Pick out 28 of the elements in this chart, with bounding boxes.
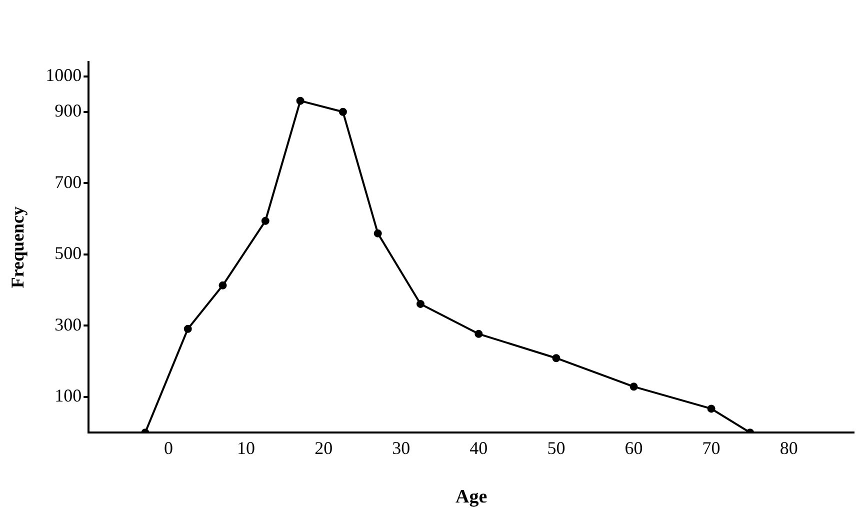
x-tick-label: 30 — [392, 438, 410, 458]
point — [261, 216, 270, 225]
point — [552, 354, 560, 362]
point — [707, 404, 716, 413]
x-tick-label: 60 — [624, 438, 643, 458]
point — [296, 96, 304, 105]
point — [374, 229, 382, 238]
x-tick-label: 10 — [237, 438, 256, 458]
point — [218, 281, 227, 290]
x-tick-label: 20 — [314, 438, 333, 458]
y-tick-label: 1000 — [46, 64, 82, 85]
point — [338, 108, 347, 116]
y-tick-label: 900 — [54, 100, 82, 121]
point — [416, 300, 425, 308]
point — [630, 382, 638, 391]
x-tick-label: 50 — [547, 438, 566, 458]
point — [184, 324, 192, 333]
x-tick-label: 40 — [470, 438, 488, 458]
y-axis-title: Frequency — [7, 206, 28, 288]
x-tick-label: 0 — [164, 438, 173, 458]
point — [474, 330, 483, 338]
y-tick-label: 500 — [54, 243, 82, 264]
y-tick-label: 300 — [54, 314, 82, 334]
x-tick-label: 70 — [702, 438, 720, 458]
x-axis-title: Age — [455, 486, 488, 508]
x-tick-label: 80 — [780, 438, 798, 458]
y-tick-label: 100 — [54, 386, 82, 406]
y-tick-label: 700 — [54, 172, 82, 192]
